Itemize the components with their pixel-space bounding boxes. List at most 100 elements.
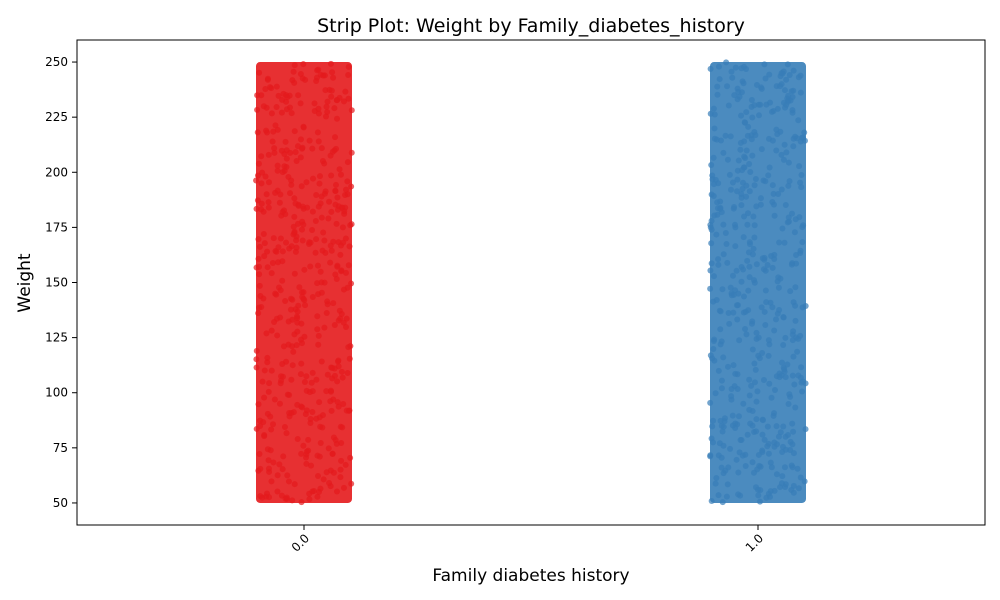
data-point bbox=[743, 109, 750, 116]
data-point bbox=[719, 286, 726, 293]
data-point bbox=[771, 212, 778, 219]
data-point bbox=[321, 237, 328, 244]
data-point bbox=[333, 145, 340, 152]
data-point bbox=[255, 310, 262, 317]
data-point bbox=[765, 450, 772, 457]
data-point bbox=[790, 482, 797, 489]
data-point bbox=[764, 262, 771, 269]
data-point bbox=[325, 445, 332, 452]
data-point bbox=[329, 364, 336, 371]
data-point bbox=[743, 331, 750, 338]
data-point bbox=[720, 423, 727, 430]
y-axis-ticks: 50 75 100 125 150 175 200 225 250 bbox=[45, 55, 77, 510]
data-point bbox=[769, 199, 776, 206]
data-point bbox=[751, 234, 758, 241]
data-point bbox=[299, 237, 306, 244]
data-point bbox=[265, 388, 272, 395]
data-point bbox=[734, 316, 741, 323]
data-point bbox=[321, 72, 328, 79]
data-point bbox=[719, 428, 726, 435]
data-point bbox=[714, 83, 721, 90]
data-point bbox=[733, 302, 740, 309]
data-point bbox=[776, 239, 783, 246]
data-point bbox=[303, 460, 310, 467]
data-point bbox=[298, 320, 305, 327]
data-point bbox=[338, 311, 345, 318]
data-point bbox=[801, 478, 808, 485]
data-point bbox=[737, 139, 744, 146]
data-point bbox=[733, 188, 740, 195]
data-point bbox=[339, 424, 346, 431]
data-point bbox=[724, 156, 731, 163]
data-point bbox=[253, 177, 260, 184]
data-point bbox=[290, 348, 297, 355]
data-point bbox=[790, 450, 797, 457]
data-point bbox=[299, 144, 306, 151]
data-point bbox=[264, 129, 271, 136]
data-point bbox=[274, 187, 281, 194]
data-point bbox=[303, 454, 310, 461]
data-point bbox=[345, 63, 352, 70]
data-point bbox=[260, 230, 267, 237]
data-point bbox=[346, 355, 353, 362]
data-point bbox=[256, 304, 263, 311]
data-point bbox=[752, 176, 759, 183]
data-point bbox=[268, 327, 275, 334]
data-point bbox=[348, 149, 355, 156]
data-point bbox=[325, 215, 332, 222]
data-point bbox=[775, 433, 782, 440]
data-point bbox=[744, 257, 751, 264]
data-point bbox=[280, 90, 287, 97]
data-point bbox=[313, 376, 320, 383]
data-point bbox=[261, 394, 268, 401]
data-point bbox=[283, 430, 290, 437]
data-point bbox=[798, 364, 805, 371]
data-point bbox=[757, 201, 764, 208]
data-point bbox=[258, 153, 265, 160]
data-point bbox=[289, 497, 296, 504]
data-point bbox=[286, 392, 293, 399]
data-point bbox=[778, 186, 785, 193]
data-point bbox=[340, 484, 347, 491]
data-point bbox=[769, 137, 776, 144]
data-point bbox=[754, 388, 761, 395]
data-point bbox=[762, 178, 769, 185]
data-point bbox=[343, 407, 350, 414]
data-point bbox=[280, 453, 287, 460]
data-point bbox=[303, 448, 310, 455]
data-point bbox=[278, 109, 285, 116]
data-point bbox=[298, 183, 305, 190]
data-point bbox=[732, 425, 739, 432]
data-point bbox=[307, 263, 314, 270]
data-point bbox=[297, 371, 304, 378]
data-point bbox=[324, 371, 331, 378]
data-point bbox=[802, 426, 809, 433]
data-point bbox=[710, 273, 717, 280]
data-point bbox=[261, 240, 268, 247]
data-point bbox=[265, 465, 272, 472]
data-point bbox=[762, 287, 769, 294]
data-point bbox=[768, 394, 775, 401]
data-point bbox=[276, 461, 283, 468]
data-point bbox=[792, 317, 799, 324]
data-point bbox=[784, 61, 791, 68]
plot-area-frame bbox=[76, 39, 986, 526]
data-point bbox=[786, 391, 793, 398]
data-point bbox=[746, 392, 753, 399]
data-point bbox=[288, 110, 295, 117]
y-tick-label: 125 bbox=[45, 331, 68, 345]
data-point bbox=[337, 466, 344, 473]
data-point bbox=[792, 284, 799, 291]
data-point bbox=[279, 209, 286, 216]
data-point bbox=[322, 188, 329, 195]
data-point bbox=[751, 277, 758, 284]
data-point bbox=[265, 457, 272, 464]
data-point bbox=[272, 290, 279, 297]
data-point bbox=[264, 359, 271, 366]
data-point bbox=[289, 296, 296, 303]
data-point bbox=[790, 143, 797, 150]
data-point bbox=[796, 214, 803, 221]
data-point bbox=[738, 65, 745, 72]
y-tick-label: 175 bbox=[45, 220, 68, 234]
data-point bbox=[717, 205, 724, 212]
